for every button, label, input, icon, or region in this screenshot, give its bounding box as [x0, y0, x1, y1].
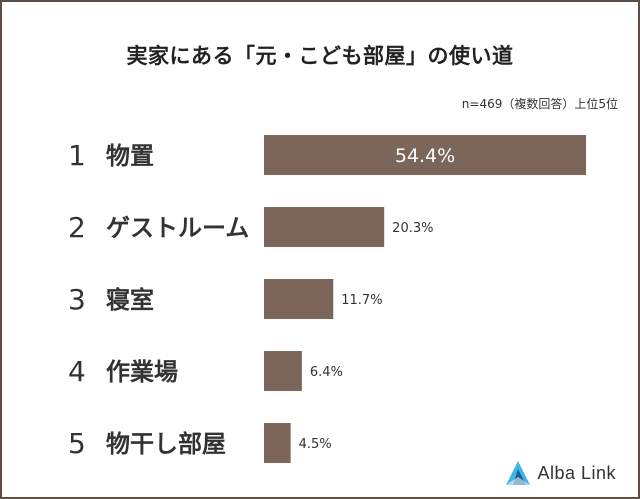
- category-label: 物置: [106, 142, 154, 170]
- rank-label: 2: [68, 211, 86, 244]
- value-label: 11.7%: [341, 293, 382, 308]
- alba-link-logo-icon: [506, 461, 531, 485]
- rank-label: 5: [68, 427, 86, 460]
- brand-logo: Alba Link: [505, 460, 616, 486]
- category-label: ゲストルーム: [106, 214, 249, 242]
- value-label: 4.5%: [299, 437, 332, 452]
- bar: [264, 207, 385, 247]
- bar: [264, 351, 302, 391]
- chart-title: 実家にある「元・こども部屋」の使い道: [126, 44, 514, 68]
- brand-name: Alba Link: [537, 462, 616, 483]
- category-label: 物干し部屋: [106, 430, 226, 458]
- rank-label: 1: [68, 139, 86, 172]
- category-label: 寝室: [106, 286, 154, 314]
- bar: [264, 279, 334, 319]
- rank-label: 3: [68, 283, 86, 316]
- value-label: 6.4%: [310, 365, 343, 380]
- category-label: 作業場: [106, 358, 178, 386]
- bar: [264, 135, 587, 175]
- sample-note: n=469（複数回答）上位5位: [461, 97, 618, 111]
- value-label: 20.3%: [392, 221, 433, 236]
- bar: [264, 423, 291, 463]
- value-label: 54.4%: [395, 145, 455, 167]
- rank-label: 4: [68, 355, 86, 388]
